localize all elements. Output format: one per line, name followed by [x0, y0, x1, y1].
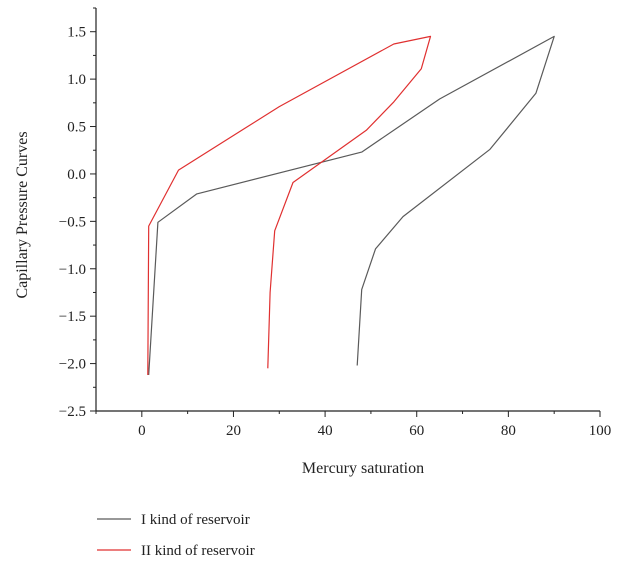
x-tick-label: 100 — [589, 423, 612, 439]
ticks: 0 20 40 60 80 100 1.5 1.0 0.5 0.0 −0.5 −1.0 −1.5 −2.0… — [59, 7, 612, 439]
x-tick-label: 40 — [318, 423, 333, 439]
y-tick-label: −2.0 — [59, 357, 86, 373]
legend: I kind of reservoir II kind of reservoir — [97, 512, 255, 559]
series-line-2 — [147, 35, 432, 376]
y-tick-label: 1.5 — [67, 25, 86, 41]
y-tick-label: −1.5 — [59, 309, 86, 325]
x-axis-title: Mercury saturation — [302, 460, 424, 477]
y-tick-label: −0.5 — [59, 214, 86, 230]
y-tick-label: −2.5 — [59, 404, 86, 420]
x-tick-label: 20 — [226, 423, 241, 439]
y-tick-label: 1.0 — [67, 72, 86, 88]
y-tick-label: 0.0 — [67, 167, 86, 183]
x-tick-label: 60 — [409, 423, 424, 439]
y-tick-label: 0.5 — [67, 120, 86, 136]
x-tick-label: 80 — [501, 423, 516, 439]
y-axis-title: Capillary Pressure Curves — [14, 131, 31, 298]
y-tick-label: −1.0 — [59, 262, 86, 278]
x-tick-label: 0 — [138, 423, 146, 439]
legend-label-2: II kind of reservoir — [141, 543, 255, 559]
series-lines — [147, 35, 555, 376]
legend-label-1: I kind of reservoir — [141, 512, 250, 528]
axes — [95, 8, 600, 412]
series-line-1 — [148, 35, 555, 376]
